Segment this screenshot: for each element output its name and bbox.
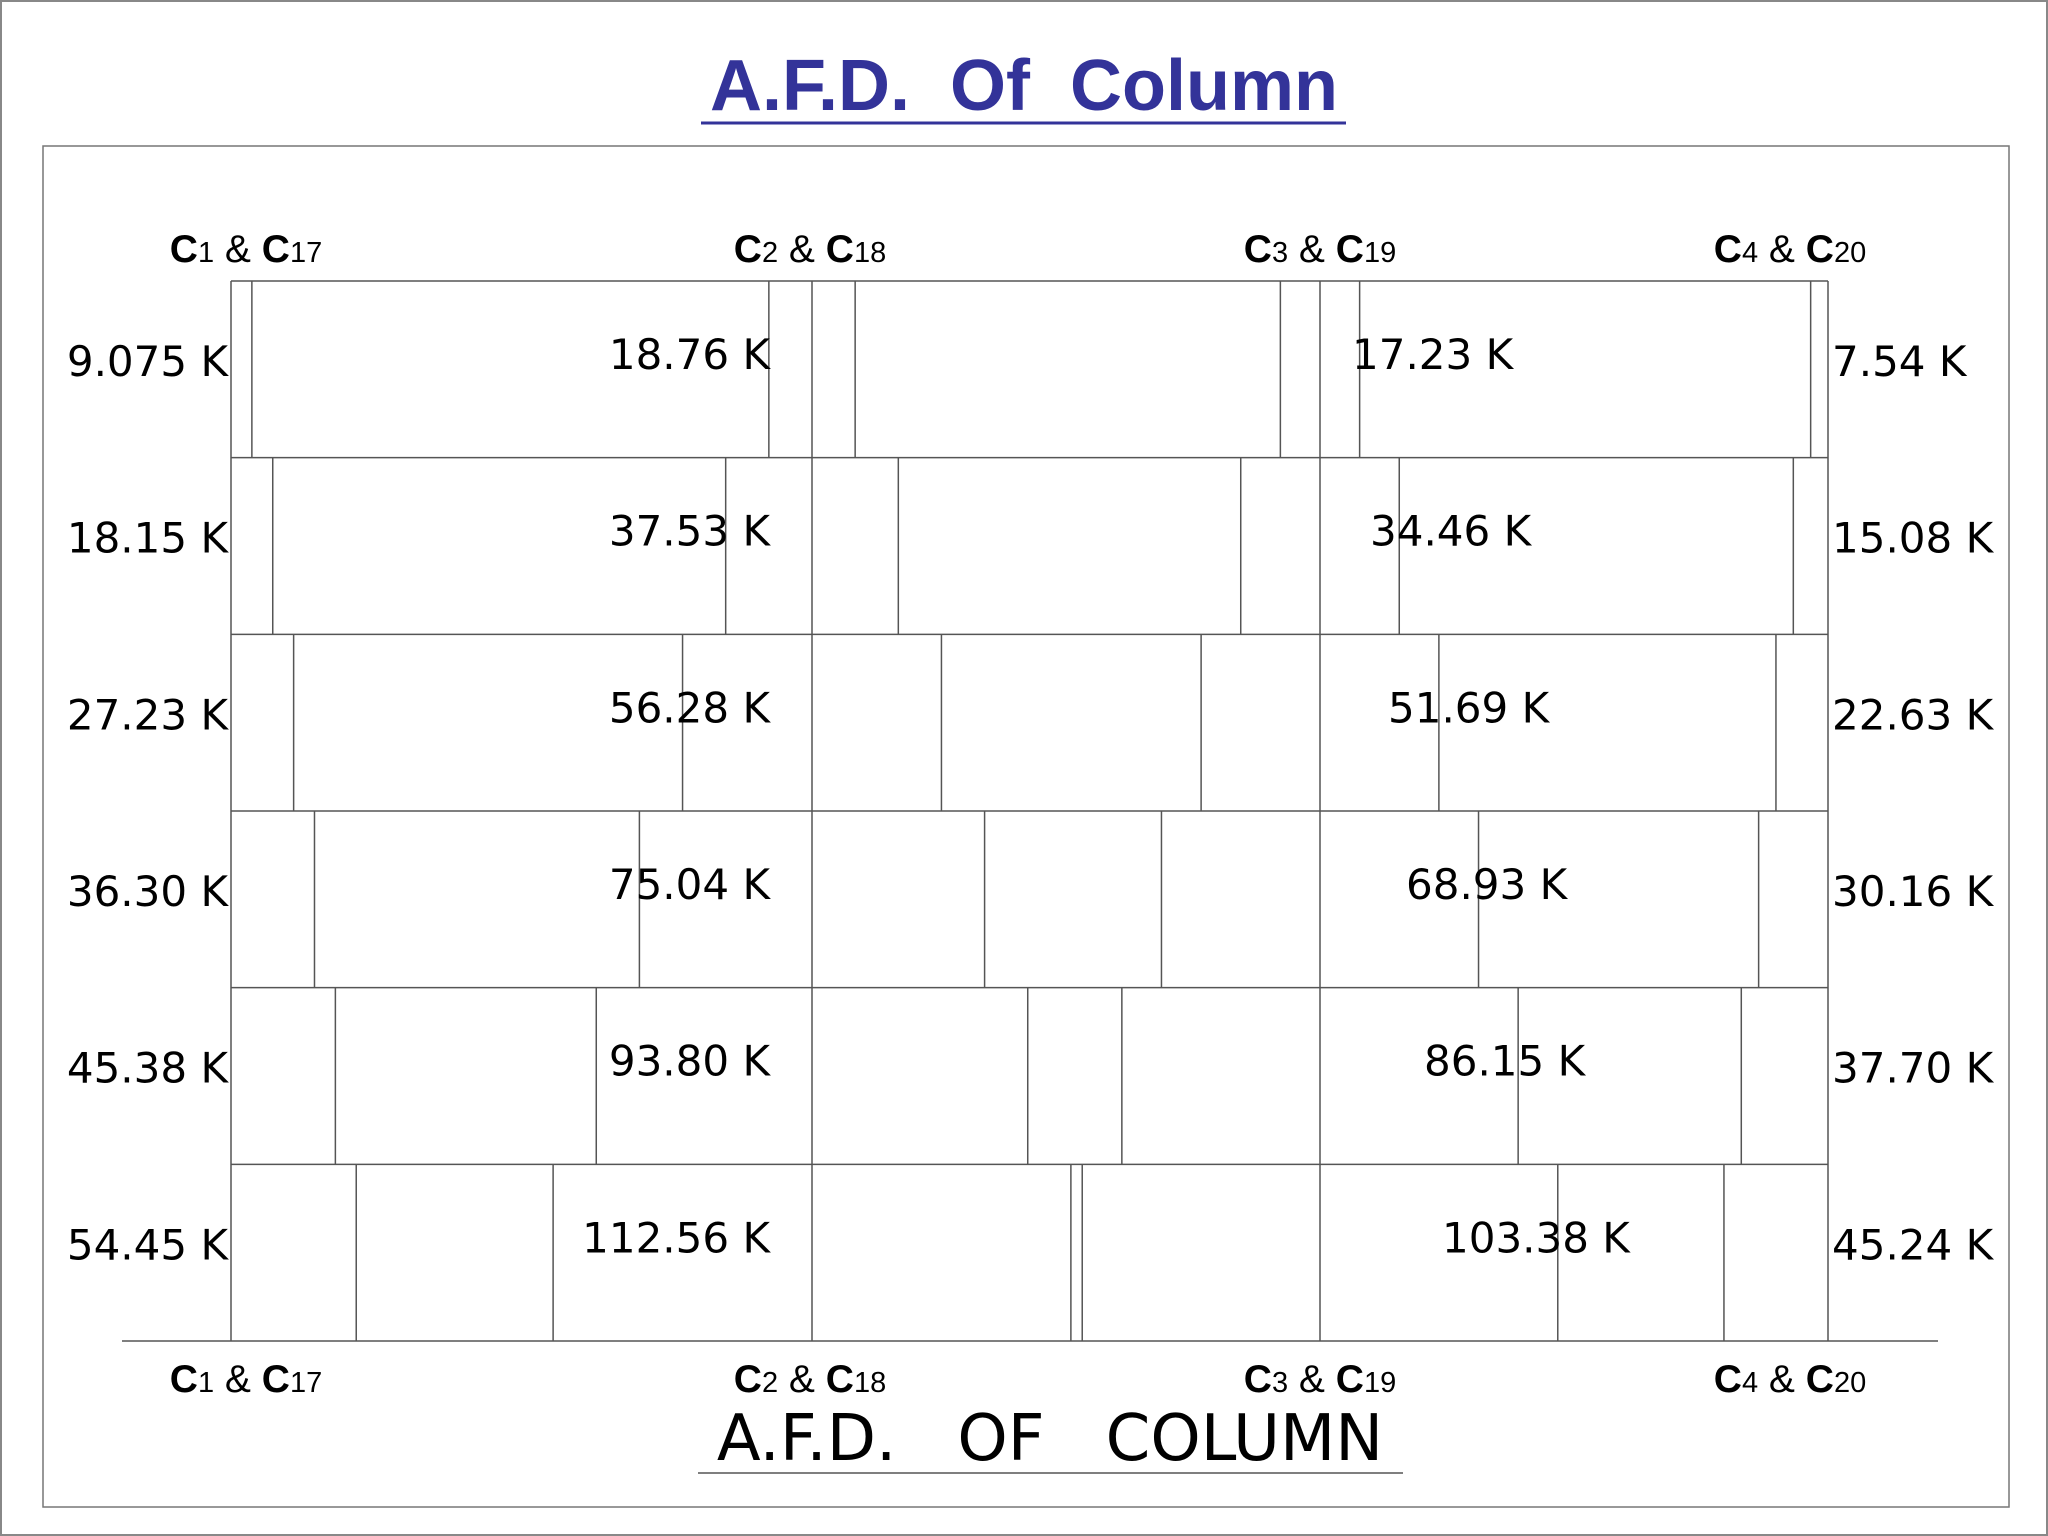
- column-label-c3-bottom: C3 & C19: [1244, 1358, 1396, 1401]
- load-label-c4-1: 7.54 K: [1832, 337, 1968, 386]
- column-label-c2-top: C2 & C18: [734, 228, 886, 271]
- column-label-c1-bottom: C1 & C17: [170, 1358, 322, 1401]
- load-label-c4-3: 22.63 K: [1832, 690, 1995, 739]
- load-label-c2-4: 75.04 K: [609, 860, 772, 909]
- load-label-c4-2: 15.08 K: [1832, 514, 1995, 563]
- load-label-c3-2: 34.46 K: [1370, 507, 1533, 556]
- axial-force-steps: [231, 281, 1828, 1342]
- load-label-c1-4: 36.30 K: [67, 867, 230, 916]
- load-label-c4-4: 30.16 K: [1832, 867, 1995, 916]
- load-label-c3-5: 86.15 K: [1424, 1037, 1587, 1086]
- column-label-c4-bottom: C4 & C20: [1714, 1358, 1866, 1401]
- load-label-c2-2: 37.53 K: [609, 507, 772, 556]
- load-label-c3-4: 68.93 K: [1406, 860, 1569, 909]
- drawing-frame: [42, 145, 2010, 1508]
- column-labels-bottom: C1 & C17 C2 & C18 C3 & C19 C4 & C20: [170, 1358, 1866, 1401]
- column-label-c2-bottom: C2 & C18: [734, 1358, 886, 1401]
- column-label-c3-top: C3 & C19: [1244, 228, 1396, 271]
- column-labels-top: C1 & C17 C2 & C18 C3 & C19 C4 & C20: [170, 228, 1866, 271]
- load-label-c4-6: 45.24 K: [1832, 1220, 1995, 1269]
- load-label-c2-3: 56.28 K: [609, 683, 772, 732]
- load-label-c2-5: 93.80 K: [609, 1037, 772, 1086]
- load-label-c2-6: 112.56 K: [582, 1213, 771, 1262]
- load-label-c3-6: 103.38 K: [1442, 1213, 1631, 1262]
- load-label-c3-1: 17.23 K: [1352, 330, 1515, 379]
- load-label-c2-1: 18.76 K: [609, 330, 772, 379]
- page-title: A.F.D. Of Column: [710, 46, 1338, 126]
- load-labels: 9.075 K 18.15 K 27.23 K 36.30 K 45.38 K 54.45…: [67, 330, 1995, 1269]
- load-label-c1-1: 9.075 K: [67, 337, 230, 386]
- column-label-c1-top: C1 & C17: [170, 228, 322, 271]
- load-label-c1-6: 54.45 K: [67, 1220, 230, 1269]
- load-label-c3-3: 51.69 K: [1388, 683, 1551, 732]
- load-label-c4-5: 37.70 K: [1832, 1044, 1995, 1093]
- load-label-c1-2: 18.15 K: [67, 514, 230, 563]
- column-label-c4-top: C4 & C20: [1714, 228, 1866, 271]
- diagram-subtitle: A.F.D. OF COLUMN: [717, 1402, 1383, 1476]
- load-label-c1-5: 45.38 K: [67, 1044, 230, 1093]
- load-label-c1-3: 27.23 K: [67, 690, 230, 739]
